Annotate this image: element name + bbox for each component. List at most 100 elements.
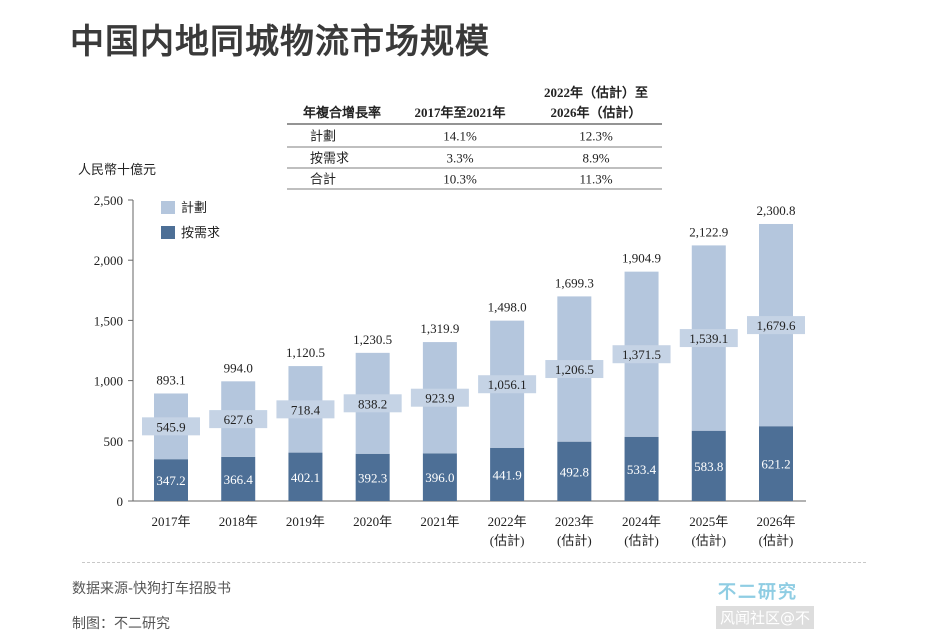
cagr-header-period1: 2017年至2021年 xyxy=(414,105,505,120)
on-demand-value-label: 366.4 xyxy=(224,472,254,487)
total-value-label: 1,230.5 xyxy=(353,332,392,347)
x-tick-label: 2021年 xyxy=(420,514,459,529)
on-demand-value-label: 347.2 xyxy=(156,473,185,488)
cagr-header-period2-line2: 2026年（估計） xyxy=(550,105,641,120)
y-tick-label: 2,500 xyxy=(94,193,123,208)
credit-note: 制图：不二研究 xyxy=(72,616,170,632)
total-value-label: 1,319.9 xyxy=(420,321,459,336)
on-demand-value-label: 396.0 xyxy=(425,470,454,485)
x-tick-label: 2017年 xyxy=(151,514,190,529)
plan-value-label: 1,056.1 xyxy=(488,377,527,392)
bar-on-demand xyxy=(221,456,256,501)
data-labels: 347.2 545.9 893.1 2017年 366.4 627.6 994.0 2018年… xyxy=(142,203,805,548)
plan-label-band xyxy=(478,375,537,394)
plan-label-band xyxy=(612,345,671,364)
y-tick-label: 500 xyxy=(104,434,124,449)
total-value-label: 1,904.9 xyxy=(622,251,661,266)
cagr-value-period1: 14.1% xyxy=(443,129,477,144)
footer-divider xyxy=(82,562,866,563)
y-tick-label: 0 xyxy=(117,494,124,509)
x-tick-label: (估計) xyxy=(557,533,592,548)
cagr-value-period2: 12.3% xyxy=(579,129,613,144)
plan-value-label: 1,679.6 xyxy=(757,318,797,333)
plan-label-band xyxy=(209,410,268,429)
x-tick-label: 2019年 xyxy=(286,514,325,529)
plan-label-band xyxy=(276,400,335,419)
legend-label-on_demand: 按需求 xyxy=(181,225,220,240)
cagr-header-period2-line1: 2022年（估計）至 xyxy=(544,85,648,100)
plan-value-label: 718.4 xyxy=(291,402,321,417)
on-demand-value-label: 533.4 xyxy=(627,462,657,477)
plan-label-band xyxy=(679,329,738,348)
on-demand-value-label: 392.3 xyxy=(358,470,387,485)
plan-value-label: 923.9 xyxy=(425,391,454,406)
plan-label-band xyxy=(142,417,200,436)
plan-value-label: 545.9 xyxy=(156,419,185,434)
x-tick-label: (估計) xyxy=(759,533,794,548)
cagr-value-period2: 8.9% xyxy=(582,151,609,166)
legend-label-plan: 計劃 xyxy=(181,200,207,215)
plan-value-label: 1,539.1 xyxy=(689,331,728,346)
x-tick-label: 2023年 xyxy=(555,514,594,529)
x-tick-label: (估計) xyxy=(624,533,659,548)
on-demand-value-label: 402.1 xyxy=(291,470,320,485)
plan-value-label: 1,371.5 xyxy=(622,347,661,362)
total-value-label: 1,699.3 xyxy=(555,275,594,290)
on-demand-value-label: 492.8 xyxy=(560,464,589,479)
x-tick-label: 2026年 xyxy=(756,514,795,529)
plan-value-label: 838.2 xyxy=(358,396,387,411)
cagr-value-period1: 10.3% xyxy=(443,172,477,187)
axes: 人民幣十億元 0 500 1,000 1,500 2,000 2,500 xyxy=(78,162,806,509)
bar-on-demand xyxy=(490,447,525,501)
cagr-row-label: 合計 xyxy=(310,172,336,187)
watermark-caption: 风闻社区@不 xyxy=(716,606,815,629)
on-demand-value-label: 583.8 xyxy=(694,459,723,474)
bar-on-demand xyxy=(759,426,793,501)
cagr-value-period1: 3.3% xyxy=(446,151,473,166)
x-tick-label: 2018年 xyxy=(219,514,258,529)
x-tick-label: 2024年 xyxy=(622,514,661,529)
legend-swatch-on_demand xyxy=(161,226,175,239)
cagr-row-label: 按需求 xyxy=(310,151,349,166)
source-note: 数据来源-快狗打车招股书 xyxy=(72,581,232,597)
total-value-label: 893.1 xyxy=(156,372,185,387)
plan-value-label: 1,206.5 xyxy=(555,362,594,377)
plan-label-band xyxy=(343,394,402,413)
total-value-label: 2,300.8 xyxy=(757,203,796,218)
y-axis-label: 人民幣十億元 xyxy=(78,162,156,177)
y-tick-label: 1,000 xyxy=(94,374,123,389)
cagr-table: 年複合增長率 2017年至2021年 2022年（估計）至 2026年（估計） 計劃 14… xyxy=(287,85,662,190)
legend-swatch-plan xyxy=(161,201,175,214)
plan-label-band xyxy=(545,360,604,379)
bar-on-demand xyxy=(154,459,188,501)
x-tick-label: 2025年 xyxy=(689,514,728,529)
bar-on-demand xyxy=(355,453,390,501)
y-tick-label: 1,500 xyxy=(94,313,123,328)
bar-on-demand xyxy=(557,441,592,501)
plan-label-band xyxy=(747,316,805,335)
total-value-label: 1,498.0 xyxy=(488,300,527,315)
bar-on-demand xyxy=(624,436,659,501)
on-demand-value-label: 621.2 xyxy=(761,457,790,472)
y-tick-label: 2,000 xyxy=(94,253,123,268)
total-value-label: 2,122.9 xyxy=(689,224,728,239)
cagr-value-period2: 11.3% xyxy=(579,172,612,187)
bar-on-demand xyxy=(422,453,457,501)
x-tick-label: 2020年 xyxy=(353,514,392,529)
x-tick-label: (估計) xyxy=(490,533,525,548)
bar-on-demand xyxy=(288,452,323,501)
plan-label-band xyxy=(410,388,469,407)
cagr-row-label: 計劃 xyxy=(310,129,336,144)
x-tick-label: 2022年 xyxy=(488,514,527,529)
plan-value-label: 627.6 xyxy=(224,412,254,427)
brand-logo: 不二研究 xyxy=(718,582,798,603)
chart-title: 中国内地同城物流市场规模 xyxy=(70,22,490,62)
cagr-header-label: 年複合增長率 xyxy=(303,105,381,120)
bar-on-demand xyxy=(691,430,726,501)
total-value-label: 994.0 xyxy=(224,360,253,375)
x-tick-label: (估計) xyxy=(691,533,726,548)
total-value-label: 1,120.5 xyxy=(286,345,325,360)
on-demand-value-label: 441.9 xyxy=(492,467,521,482)
